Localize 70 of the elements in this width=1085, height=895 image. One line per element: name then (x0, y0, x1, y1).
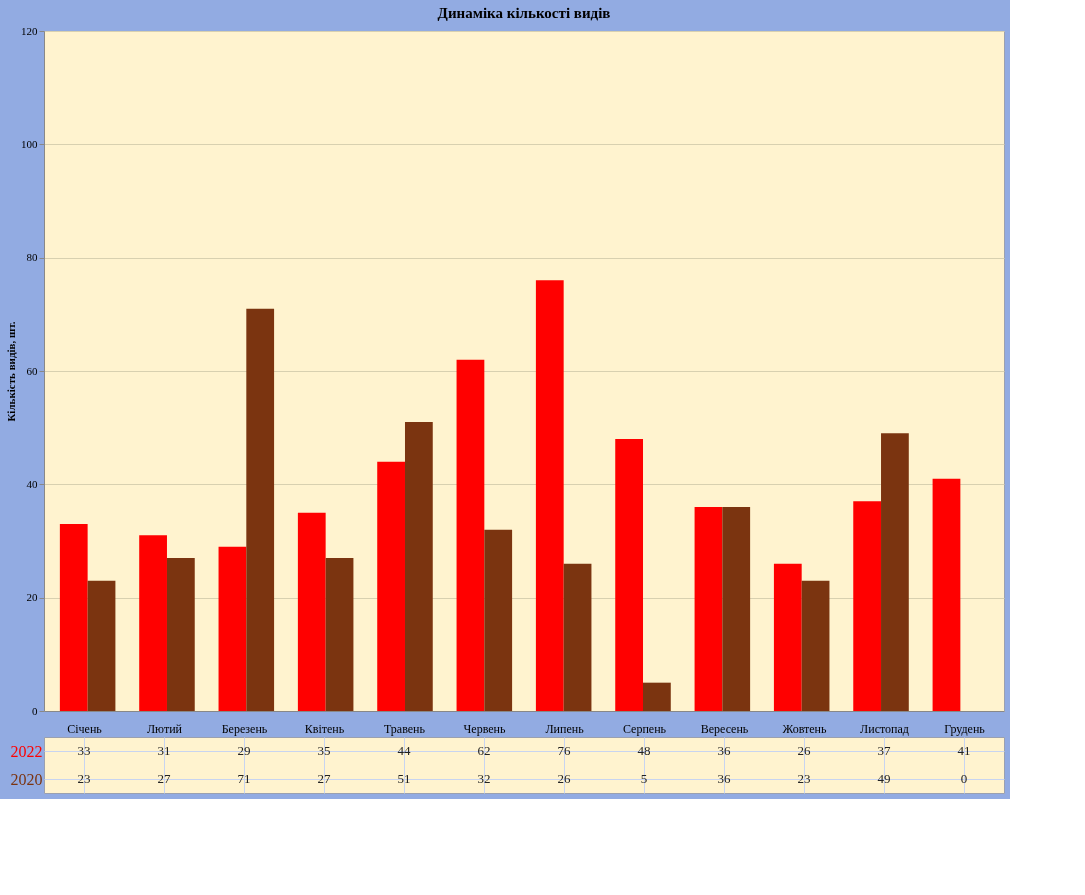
bar (643, 682, 671, 711)
bar (325, 558, 354, 711)
data-label: 48 (637, 743, 651, 758)
bar (139, 535, 167, 711)
bar (881, 433, 909, 711)
data-label: 5 (640, 771, 648, 786)
bar (404, 422, 433, 711)
bar (484, 529, 513, 711)
x-tick-label: Жовтень (782, 721, 828, 736)
x-tick-label: Листопад (860, 721, 909, 736)
data-label: 36 (717, 771, 731, 786)
text: 2022 (10, 742, 43, 760)
data-label: 32 (477, 771, 491, 786)
data-label: 71 (237, 771, 251, 786)
data-label: 51 (397, 771, 411, 786)
x-tick-label: Червень (463, 721, 506, 736)
bar (722, 507, 751, 711)
data-label: 35 (317, 743, 331, 758)
data-label: 36 (717, 743, 731, 758)
bar (932, 478, 961, 711)
data-label: 26 (557, 771, 571, 786)
x-tick-label: Лютий (146, 721, 183, 736)
data-label: 27 (157, 771, 171, 786)
y-tick-label: 60 (26, 364, 38, 377)
bar (456, 359, 485, 711)
data-label: 29 (237, 743, 251, 758)
y-tick-label: 100 (21, 137, 38, 150)
bar (535, 280, 564, 711)
bar (87, 580, 116, 711)
data-label: 31 (157, 743, 171, 758)
bar (615, 439, 644, 711)
data-label: 33 (77, 743, 91, 758)
data-label: 44 (397, 743, 411, 758)
data-label: 23 (797, 771, 811, 786)
data-label: 76 (557, 743, 571, 758)
data-label: 23 (77, 771, 91, 786)
y-tick-label: 0 (32, 704, 38, 717)
text: 2020 (10, 770, 43, 788)
data-label: 0 (960, 771, 968, 786)
bar (377, 461, 405, 711)
y-tick-label: 80 (26, 251, 38, 264)
bar (563, 563, 592, 711)
chart-title: Динаміка кількості видів (437, 5, 611, 21)
bar (801, 580, 830, 711)
x-tick-label: Серпень (622, 721, 667, 736)
bar (166, 558, 195, 711)
y-tick-label: 20 (26, 591, 38, 604)
x-tick-label: Липень (545, 721, 585, 736)
bar (297, 512, 326, 711)
data-label: 27 (317, 771, 331, 786)
data-label: 62 (477, 743, 491, 758)
y-tick-label: 40 (26, 477, 38, 490)
data-label: 41 (957, 743, 971, 758)
x-tick-label: Травень (383, 721, 426, 736)
x-tick-label: Грудень (944, 721, 986, 736)
x-tick-label: Березень (221, 721, 268, 736)
x-tick-label: Квітень (304, 721, 345, 736)
data-label: 37 (877, 743, 891, 758)
bar (246, 308, 275, 711)
y-axis-title: Кількість видів, шт. (5, 321, 17, 422)
bar (694, 507, 723, 711)
bar (59, 524, 88, 711)
data-label: 26 (797, 743, 811, 758)
y-tick-label: 120 (21, 24, 38, 37)
bar (853, 501, 882, 711)
x-tick-label: Січень (67, 721, 103, 736)
bar (773, 563, 802, 711)
data-label: 49 (877, 771, 891, 786)
bar (218, 546, 247, 711)
x-tick-label: Вересень (700, 721, 749, 736)
